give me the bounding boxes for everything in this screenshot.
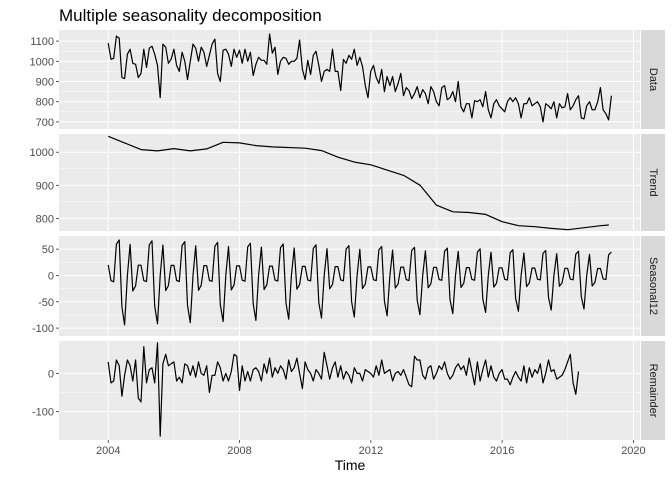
x-tick-label: 2016 <box>490 445 514 457</box>
chart-title: Multiple seasonality decomposition <box>59 6 322 25</box>
y-tick-label-data: 1100 <box>30 36 54 48</box>
series-line-trend <box>107 135 609 231</box>
panel-remainder: -100 0 Remainder <box>32 341 665 440</box>
series-line-remainder <box>107 342 580 437</box>
y-tick-label-seasonal12: 0 <box>48 270 54 282</box>
y-tick-label-remainder: 0 <box>48 368 54 380</box>
facet-strip <box>641 341 665 440</box>
panel-background <box>59 341 640 440</box>
y-tick-label-seasonal12: -50 <box>38 297 54 309</box>
facet-strip <box>641 236 665 336</box>
x-tick-label: 2020 <box>621 445 645 457</box>
y-tick-label-seasonal12: -100 <box>32 323 54 335</box>
y-tick-label-remainder: -100 <box>32 406 54 418</box>
panel-background <box>59 30 640 129</box>
series-line-seasonal12 <box>107 239 612 326</box>
x-tick-label: 2012 <box>359 445 383 457</box>
x-tick-label: 2008 <box>227 445 251 457</box>
strip-label-remainder: Remainder <box>647 364 659 418</box>
facet-strip <box>641 30 665 129</box>
x-tick-label: 2004 <box>96 445 120 457</box>
facet-strip <box>641 134 665 231</box>
y-tick-label-data: 800 <box>36 97 54 109</box>
y-tick-label-seasonal12: 50 <box>42 244 54 256</box>
y-tick-label-data: 700 <box>36 117 54 129</box>
y-tick-label-trend: 1000 <box>30 147 54 159</box>
series-line-data <box>107 33 612 123</box>
x-axis: 2004 2008 2012 2016 2020 <box>96 440 646 457</box>
x-axis-title: Time <box>335 457 366 473</box>
y-tick-label-data: 900 <box>36 77 54 89</box>
strip-label-trend: Trend <box>647 168 659 196</box>
panel-background <box>59 134 640 231</box>
panel-data: 700 800 900 1000 1100 Data <box>30 30 665 129</box>
panel-trend: 800 900 1000 Trend <box>30 134 665 231</box>
strip-label-seasonal12: Seasonal12 <box>647 257 659 315</box>
y-tick-label-data: 1000 <box>30 56 54 68</box>
y-tick-label-trend: 800 <box>36 213 54 225</box>
panels: 700 800 900 1000 1100 Data 800 900 1000 Trend -100… <box>30 30 665 440</box>
strip-label-data: Data <box>647 68 659 92</box>
panel-seasonal12: -100 -50 0 50 Seasonal12 <box>32 236 665 336</box>
y-tick-label-trend: 900 <box>36 180 54 192</box>
